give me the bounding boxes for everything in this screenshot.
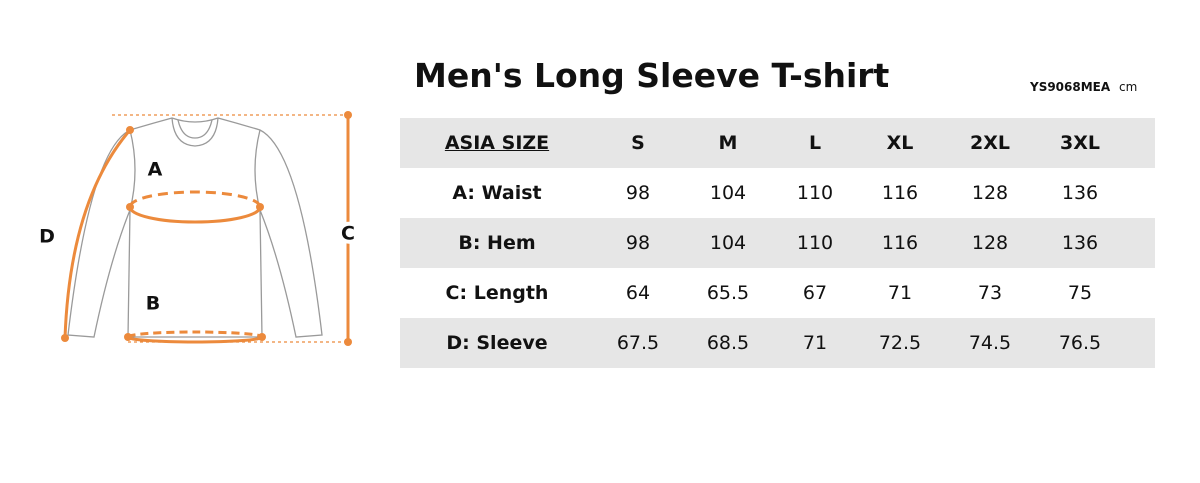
cell: 3XL	[1060, 132, 1100, 154]
table-row: A: Waist 98 104 110 116 128 136	[400, 168, 1155, 218]
cell: 110	[796, 182, 834, 204]
cell: S	[631, 132, 645, 154]
shirt-diagram: A B C D	[39, 111, 359, 346]
cell: 110	[796, 232, 834, 254]
cell: 136	[1061, 182, 1099, 204]
cell: 2XL	[970, 132, 1010, 154]
cell: 64	[625, 282, 651, 304]
cell: 74.5	[968, 332, 1012, 354]
header-row: ASIA SIZE S M L XL 2XL 3XL	[400, 118, 1155, 168]
row-label: A: Waist	[452, 182, 542, 204]
cell: 72.5	[878, 332, 922, 354]
shirt-outline	[67, 117, 323, 338]
cell: 73	[977, 282, 1003, 304]
cell: 128	[971, 232, 1009, 254]
cell: XL	[886, 132, 914, 154]
cell: 128	[971, 182, 1009, 204]
row-label: C: Length	[445, 282, 549, 304]
cell: 71	[802, 332, 828, 354]
cell: 67.5	[616, 332, 660, 354]
cell: 67	[802, 282, 828, 304]
cell: 75	[1067, 282, 1093, 304]
cell: 136	[1061, 232, 1099, 254]
unit: cm	[1119, 80, 1138, 94]
table-row: D: Sleeve 67.5 68.5 71 72.5 74.5 76.5	[400, 318, 1155, 368]
product-code: YS9068MEA	[1030, 80, 1111, 94]
size-table: ASIA SIZE S M L XL 2XL 3XL A: Waist 98 104 110 116 1…	[400, 118, 1155, 368]
table-row: B: Hem 98 104 110 116 128 136	[400, 218, 1155, 268]
row-label: B: Hem	[458, 232, 536, 254]
cell: 98	[625, 232, 651, 254]
cell: 68.5	[706, 332, 750, 354]
cell: 65.5	[706, 282, 750, 304]
label-c: C	[341, 223, 355, 245]
measure-lines	[63, 114, 350, 344]
measure-points	[61, 111, 352, 346]
cell: 104	[709, 232, 747, 254]
cell: L	[808, 132, 822, 154]
cell: 98	[625, 182, 651, 204]
cell: M	[718, 132, 738, 154]
label-d: D	[39, 226, 55, 248]
cell: 71	[887, 282, 913, 304]
cell: 76.5	[1058, 332, 1102, 354]
title: Men's Long Sleeve T-shirt	[414, 56, 890, 95]
table-row: C: Length 64 65.5 67 71 73 75	[400, 268, 1155, 318]
cell: 116	[881, 232, 919, 254]
label-a: A	[148, 159, 163, 181]
cell: 116	[881, 182, 919, 204]
label-b: B	[146, 293, 160, 315]
row-label: ASIA SIZE	[444, 132, 550, 154]
row-label: D: Sleeve	[446, 332, 548, 354]
cell: 104	[709, 182, 747, 204]
